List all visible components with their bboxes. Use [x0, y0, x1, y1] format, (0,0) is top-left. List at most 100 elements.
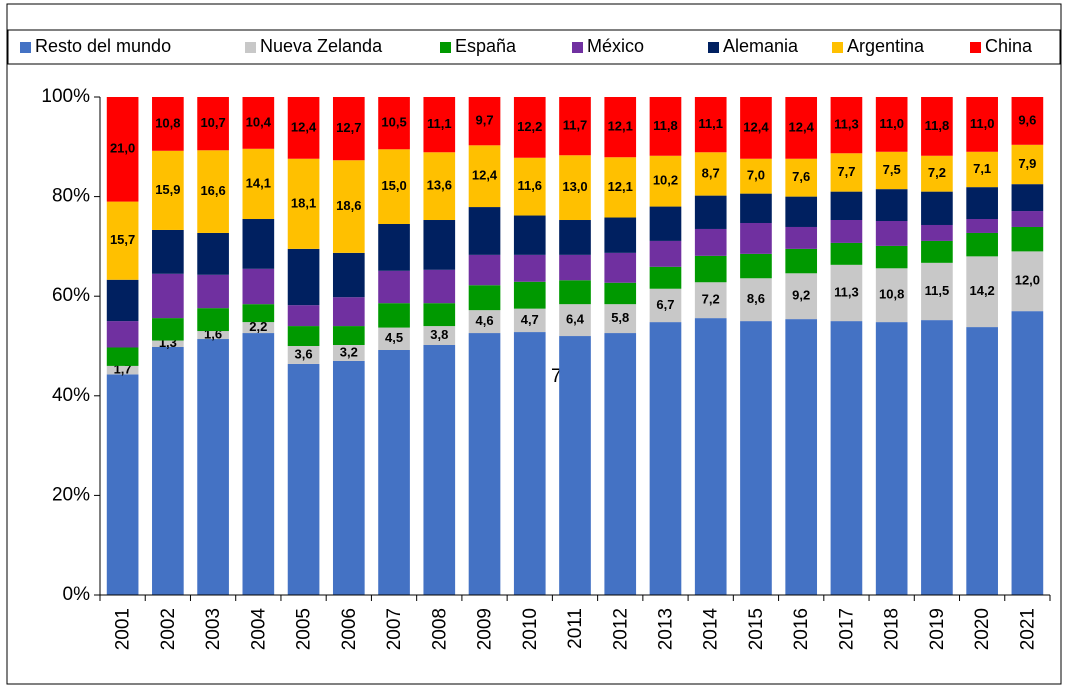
data-label: 10,5 — [381, 115, 406, 130]
bar-segment — [513, 254, 546, 282]
x-tick-label: 2004 — [248, 608, 269, 651]
y-tick-label: 80% — [52, 186, 90, 207]
bar-segment — [468, 254, 501, 286]
bar-segment — [242, 148, 275, 220]
annotation: 7 — [551, 366, 562, 387]
bar-segment — [287, 305, 320, 327]
bar-segment — [1011, 211, 1044, 227]
data-label: 9,7 — [475, 113, 493, 128]
data-label: 12,2 — [517, 119, 542, 134]
data-label: 11,8 — [653, 118, 678, 133]
data-label: 11,7 — [563, 118, 588, 133]
bar-segment — [423, 152, 456, 221]
bar-segment — [559, 304, 591, 337]
bar-segment — [1011, 251, 1044, 312]
bar-segment — [830, 153, 863, 192]
bar-segment — [287, 326, 320, 346]
bar-segment — [378, 149, 410, 224]
legend-box — [7, 29, 1061, 65]
data-label: 7,9 — [1018, 156, 1036, 171]
data-label: 15,0 — [381, 178, 406, 193]
bar-segment — [152, 229, 184, 274]
bar-segment — [106, 321, 139, 348]
bar-segment — [332, 345, 365, 361]
data-label: 12,1 — [608, 179, 633, 194]
x-tick-label: 2003 — [203, 608, 224, 650]
bar-segment — [785, 273, 818, 320]
bar-segment — [604, 282, 637, 305]
bar-segment — [1011, 311, 1044, 595]
x-tick-label: 2009 — [475, 608, 496, 650]
y-tick-label: 0% — [63, 584, 91, 605]
data-label: 15,9 — [155, 182, 180, 197]
data-label: 14,1 — [246, 175, 271, 190]
bar-segment — [287, 97, 320, 159]
legend-swatch — [708, 42, 719, 53]
bar-segment — [378, 327, 410, 350]
bar-segment — [921, 155, 953, 192]
bar-segment — [559, 155, 591, 221]
bar-segment — [423, 220, 456, 270]
bar-segment — [378, 97, 410, 150]
bar-segment — [604, 97, 637, 158]
data-label: 10,7 — [200, 115, 225, 130]
data-label: 9,2 — [792, 288, 810, 303]
bar-segment — [694, 318, 727, 595]
bar-segment — [197, 232, 229, 275]
bar-segment — [423, 97, 456, 153]
legend-swatch — [245, 42, 256, 53]
data-label: 12,4 — [291, 119, 317, 134]
x-tick-label: 2012 — [610, 608, 631, 650]
data-label: 12,1 — [608, 119, 633, 134]
x-tick-label: 2021 — [1017, 608, 1038, 650]
legend-label: Resto del mundo — [35, 36, 171, 56]
data-label: 18,1 — [291, 195, 316, 210]
bar-segment — [966, 187, 998, 220]
bar-segment — [559, 220, 591, 255]
bar-segment — [1011, 144, 1044, 185]
bar-segment — [468, 97, 501, 146]
bar-segment — [242, 333, 275, 595]
bar-segment — [604, 217, 637, 253]
bar-segment — [604, 304, 637, 334]
data-label: 7,5 — [883, 162, 901, 177]
x-tick-label: 2001 — [113, 608, 134, 650]
bar-segment — [513, 157, 546, 216]
x-tick-label: 2015 — [746, 608, 767, 650]
x-tick-label: 2010 — [520, 608, 541, 650]
x-tick-label: 2006 — [339, 608, 360, 650]
data-label: 4,7 — [521, 312, 539, 327]
bar-segment — [694, 282, 727, 319]
x-tick-label: 2014 — [701, 608, 722, 651]
bar-segment — [921, 224, 953, 241]
x-tick-label: 2018 — [882, 608, 903, 650]
bar-segment — [604, 333, 637, 595]
bar-segment — [152, 150, 184, 230]
data-label: 2,2 — [249, 319, 267, 334]
bar-segment — [513, 215, 546, 255]
bar-segment — [740, 158, 772, 194]
y-tick-label: 100% — [41, 86, 90, 107]
data-label: 12,4 — [789, 119, 815, 134]
bar-segment — [152, 340, 184, 347]
bar-segment — [287, 346, 320, 364]
y-tick-label: 60% — [52, 285, 90, 306]
bar-segment — [875, 322, 908, 595]
data-label: 11,0 — [879, 116, 904, 131]
legend-swatch — [970, 42, 981, 53]
legend-swatch — [832, 42, 843, 53]
data-label: 11,1 — [427, 116, 452, 131]
y-tick-label: 20% — [52, 484, 90, 505]
bar-segment — [649, 288, 682, 323]
bar-segment — [740, 193, 772, 223]
bar-segment — [332, 252, 365, 298]
bar-segment — [966, 219, 998, 233]
bar-segment — [332, 360, 365, 595]
bar-segment — [197, 308, 229, 332]
bar-segment — [604, 157, 637, 218]
bar-segment — [830, 264, 863, 322]
bar-segment — [830, 220, 863, 243]
bar-segment — [966, 256, 998, 328]
bar-segment — [423, 303, 456, 327]
data-label: 9,6 — [1018, 112, 1036, 127]
